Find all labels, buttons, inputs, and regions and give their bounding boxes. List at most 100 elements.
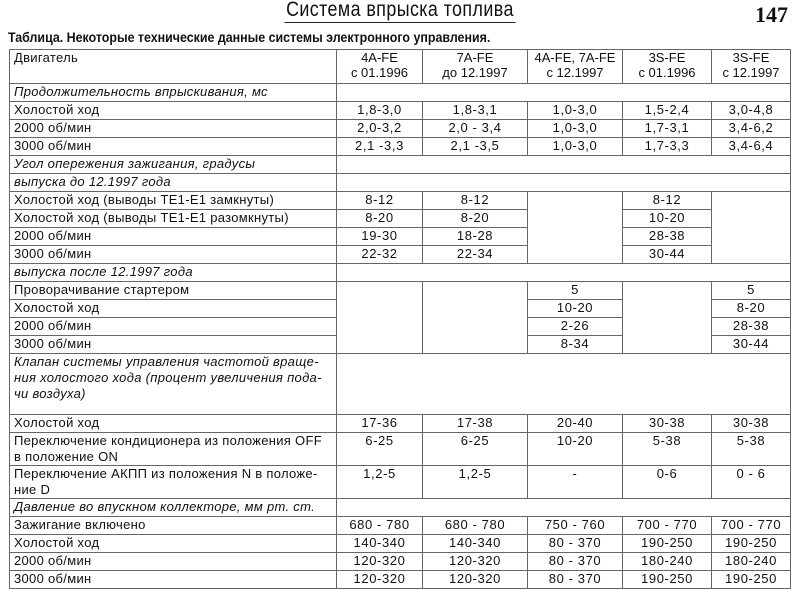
table-row: Холостой ход 10-20 8-20 — [9, 299, 791, 318]
row-label-cell: 3000 об/мин — [9, 137, 337, 156]
value-cell: 120-320 — [422, 570, 528, 589]
empty-merged-cell — [711, 191, 791, 264]
value-cell: 10-20 — [527, 432, 623, 466]
value-cell: 2,1 -3,5 — [422, 137, 528, 156]
value-cell: 0 - 6 — [711, 465, 791, 499]
section-empty-cell — [336, 498, 791, 517]
table-row: Переключение АКПП из положения N в полож… — [9, 465, 791, 499]
value-cell: 190-250 — [622, 534, 712, 553]
row-label-cell: 2000 об/мин — [9, 227, 337, 246]
section-empty-cell — [336, 263, 791, 282]
value-cell: 80 - 370 — [527, 552, 623, 571]
value-cell: 140-340 — [422, 534, 528, 553]
value-cell: 28-38 — [711, 317, 791, 336]
value-cell: 30-44 — [711, 335, 791, 354]
section-row: Угол опережения зажигания, градусы — [9, 155, 791, 174]
value-cell: 2,1 -3,3 — [336, 137, 423, 156]
value-cell: 1,8-3,1 — [422, 101, 528, 120]
section-row: Клапан системы управления частотой враще… — [9, 353, 791, 415]
table-row: 3000 об/мин 2,1 -3,3 2,1 -3,5 1,0-3,0 1,7-3,… — [9, 137, 791, 156]
value-cell: 30-38 — [622, 414, 712, 433]
value-cell: 8-20 — [336, 209, 423, 228]
empty-merged-cell — [622, 281, 712, 354]
row-label-cell: Зажигание включено — [9, 516, 337, 535]
value-cell: 1,8-3,0 — [336, 101, 423, 120]
row-label-cell: Холостой ход — [9, 414, 337, 433]
table-row: Проворачивание стартером 5 5 — [9, 281, 791, 354]
table-row: 2000 об/мин 19-30 18-28 28-38 — [9, 227, 791, 246]
row-label-cell: 3000 об/мин — [9, 570, 337, 589]
value-cell: 1,2-5 — [422, 465, 528, 499]
value-cell: 2,0-3,2 — [336, 119, 423, 138]
row-label-cell: Холостой ход — [9, 101, 337, 120]
value-cell: 700 - 770 — [622, 516, 712, 535]
value-cell: 6-25 — [422, 432, 528, 466]
value-cell: 2,0 - 3,4 — [422, 119, 528, 138]
value-cell: 180-240 — [711, 552, 791, 571]
table-row: Холостой ход (выводы TE1-E1 разомкнуты) 8… — [9, 209, 791, 228]
table-row: Холостой ход 1,8-3,0 1,8-3,1 1,0-3,0 1,5-2,4… — [9, 101, 791, 120]
value-cell: 5 — [527, 281, 623, 300]
table-row: 2000 об/мин 120-320 120-320 80 - 370 180-240… — [9, 552, 791, 571]
value-cell: 10-20 — [527, 299, 623, 318]
value-cell: 1,0-3,0 — [527, 137, 623, 156]
table-row: Переключение кондиционера из положения O… — [9, 432, 791, 466]
value-cell: 120-320 — [336, 552, 423, 571]
value-cell: 0-6 — [622, 465, 712, 499]
row-label-cell: Холостой ход (выводы TE1-E1 разомкнуты) — [9, 209, 337, 228]
row-label-cell: Переключение АКПП из положения N в полож… — [9, 465, 337, 499]
value-cell: 18-28 — [422, 227, 528, 246]
value-cell: 17-38 — [422, 414, 528, 433]
section-empty-cell — [336, 155, 791, 174]
value-cell: 8-12 — [622, 191, 712, 210]
value-cell: 80 - 370 — [527, 570, 623, 589]
row-label-cell: Проворачивание стартером — [9, 281, 337, 300]
row-label-cell: 2000 об/мин — [9, 317, 337, 336]
value-cell: 3,0-4,8 — [711, 101, 791, 120]
value-cell: 3,4-6,2 — [711, 119, 791, 138]
value-cell: 8-12 — [336, 191, 423, 210]
value-cell: 1,7-3,1 — [622, 119, 712, 138]
empty-merged-cell — [422, 281, 528, 354]
value-cell: 750 - 760 — [527, 516, 623, 535]
value-cell: 180-240 — [622, 552, 712, 571]
empty-merged-cell — [527, 191, 623, 264]
value-cell: 120-320 — [422, 552, 528, 571]
section-label-cell: выпуска после 12.1997 года — [9, 263, 337, 282]
table-row: Холостой ход 17-36 17-38 20-40 30-38 30-38 — [9, 414, 791, 433]
value-cell: 190-250 — [711, 534, 791, 553]
value-cell: 8-34 — [527, 335, 623, 354]
value-cell: 190-250 — [622, 570, 712, 589]
header-engine-cell: 4A-FE, 7A-FE с 12.1997 — [527, 49, 623, 84]
value-cell: 17-36 — [336, 414, 423, 433]
value-cell: 8-12 — [422, 191, 528, 210]
value-cell: 1,2-5 — [336, 465, 423, 499]
table-row: 3000 об/мин 8-34 30-44 — [9, 335, 791, 354]
value-cell: 190-250 — [711, 570, 791, 589]
value-cell: 1,0-3,0 — [527, 119, 623, 138]
value-cell: 5 — [711, 281, 791, 300]
value-cell: 140-340 — [336, 534, 423, 553]
value-cell: 1,5-2,4 — [622, 101, 712, 120]
value-cell: 680 - 780 — [422, 516, 528, 535]
header-engine-cell: 3S-FE с 12.1997 — [711, 49, 791, 84]
section-row: выпуска до 12.1997 года — [9, 173, 791, 192]
engine-data-table: Двигатель 4A-FE с 01.1996 7A-FE до 12.1997… — [9, 49, 791, 589]
value-cell: 120-320 — [336, 570, 423, 589]
section-empty-cell — [336, 353, 791, 415]
section-empty-cell — [336, 173, 791, 192]
value-cell: 19-30 — [336, 227, 423, 246]
value-cell: 28-38 — [622, 227, 712, 246]
row-label-cell: 3000 об/мин — [9, 335, 337, 354]
value-cell: 6-25 — [336, 432, 423, 466]
header-engine-cell: 3S-FE с 01.1996 — [622, 49, 712, 84]
section-label-cell: Клапан системы управления частотой враще… — [9, 353, 337, 415]
row-label-cell: 2000 об/мин — [9, 552, 337, 571]
row-label-cell: Переключение кондиционера из положения O… — [9, 432, 337, 466]
value-cell: - — [527, 465, 623, 499]
row-label-cell: Холостой ход — [9, 299, 337, 318]
row-label-cell: 3000 об/мин — [9, 245, 337, 264]
value-cell: 5-38 — [711, 432, 791, 466]
table-row: Зажигание включено 680 - 780 680 - 780 750 … — [9, 516, 791, 535]
section-empty-cell — [336, 83, 791, 102]
